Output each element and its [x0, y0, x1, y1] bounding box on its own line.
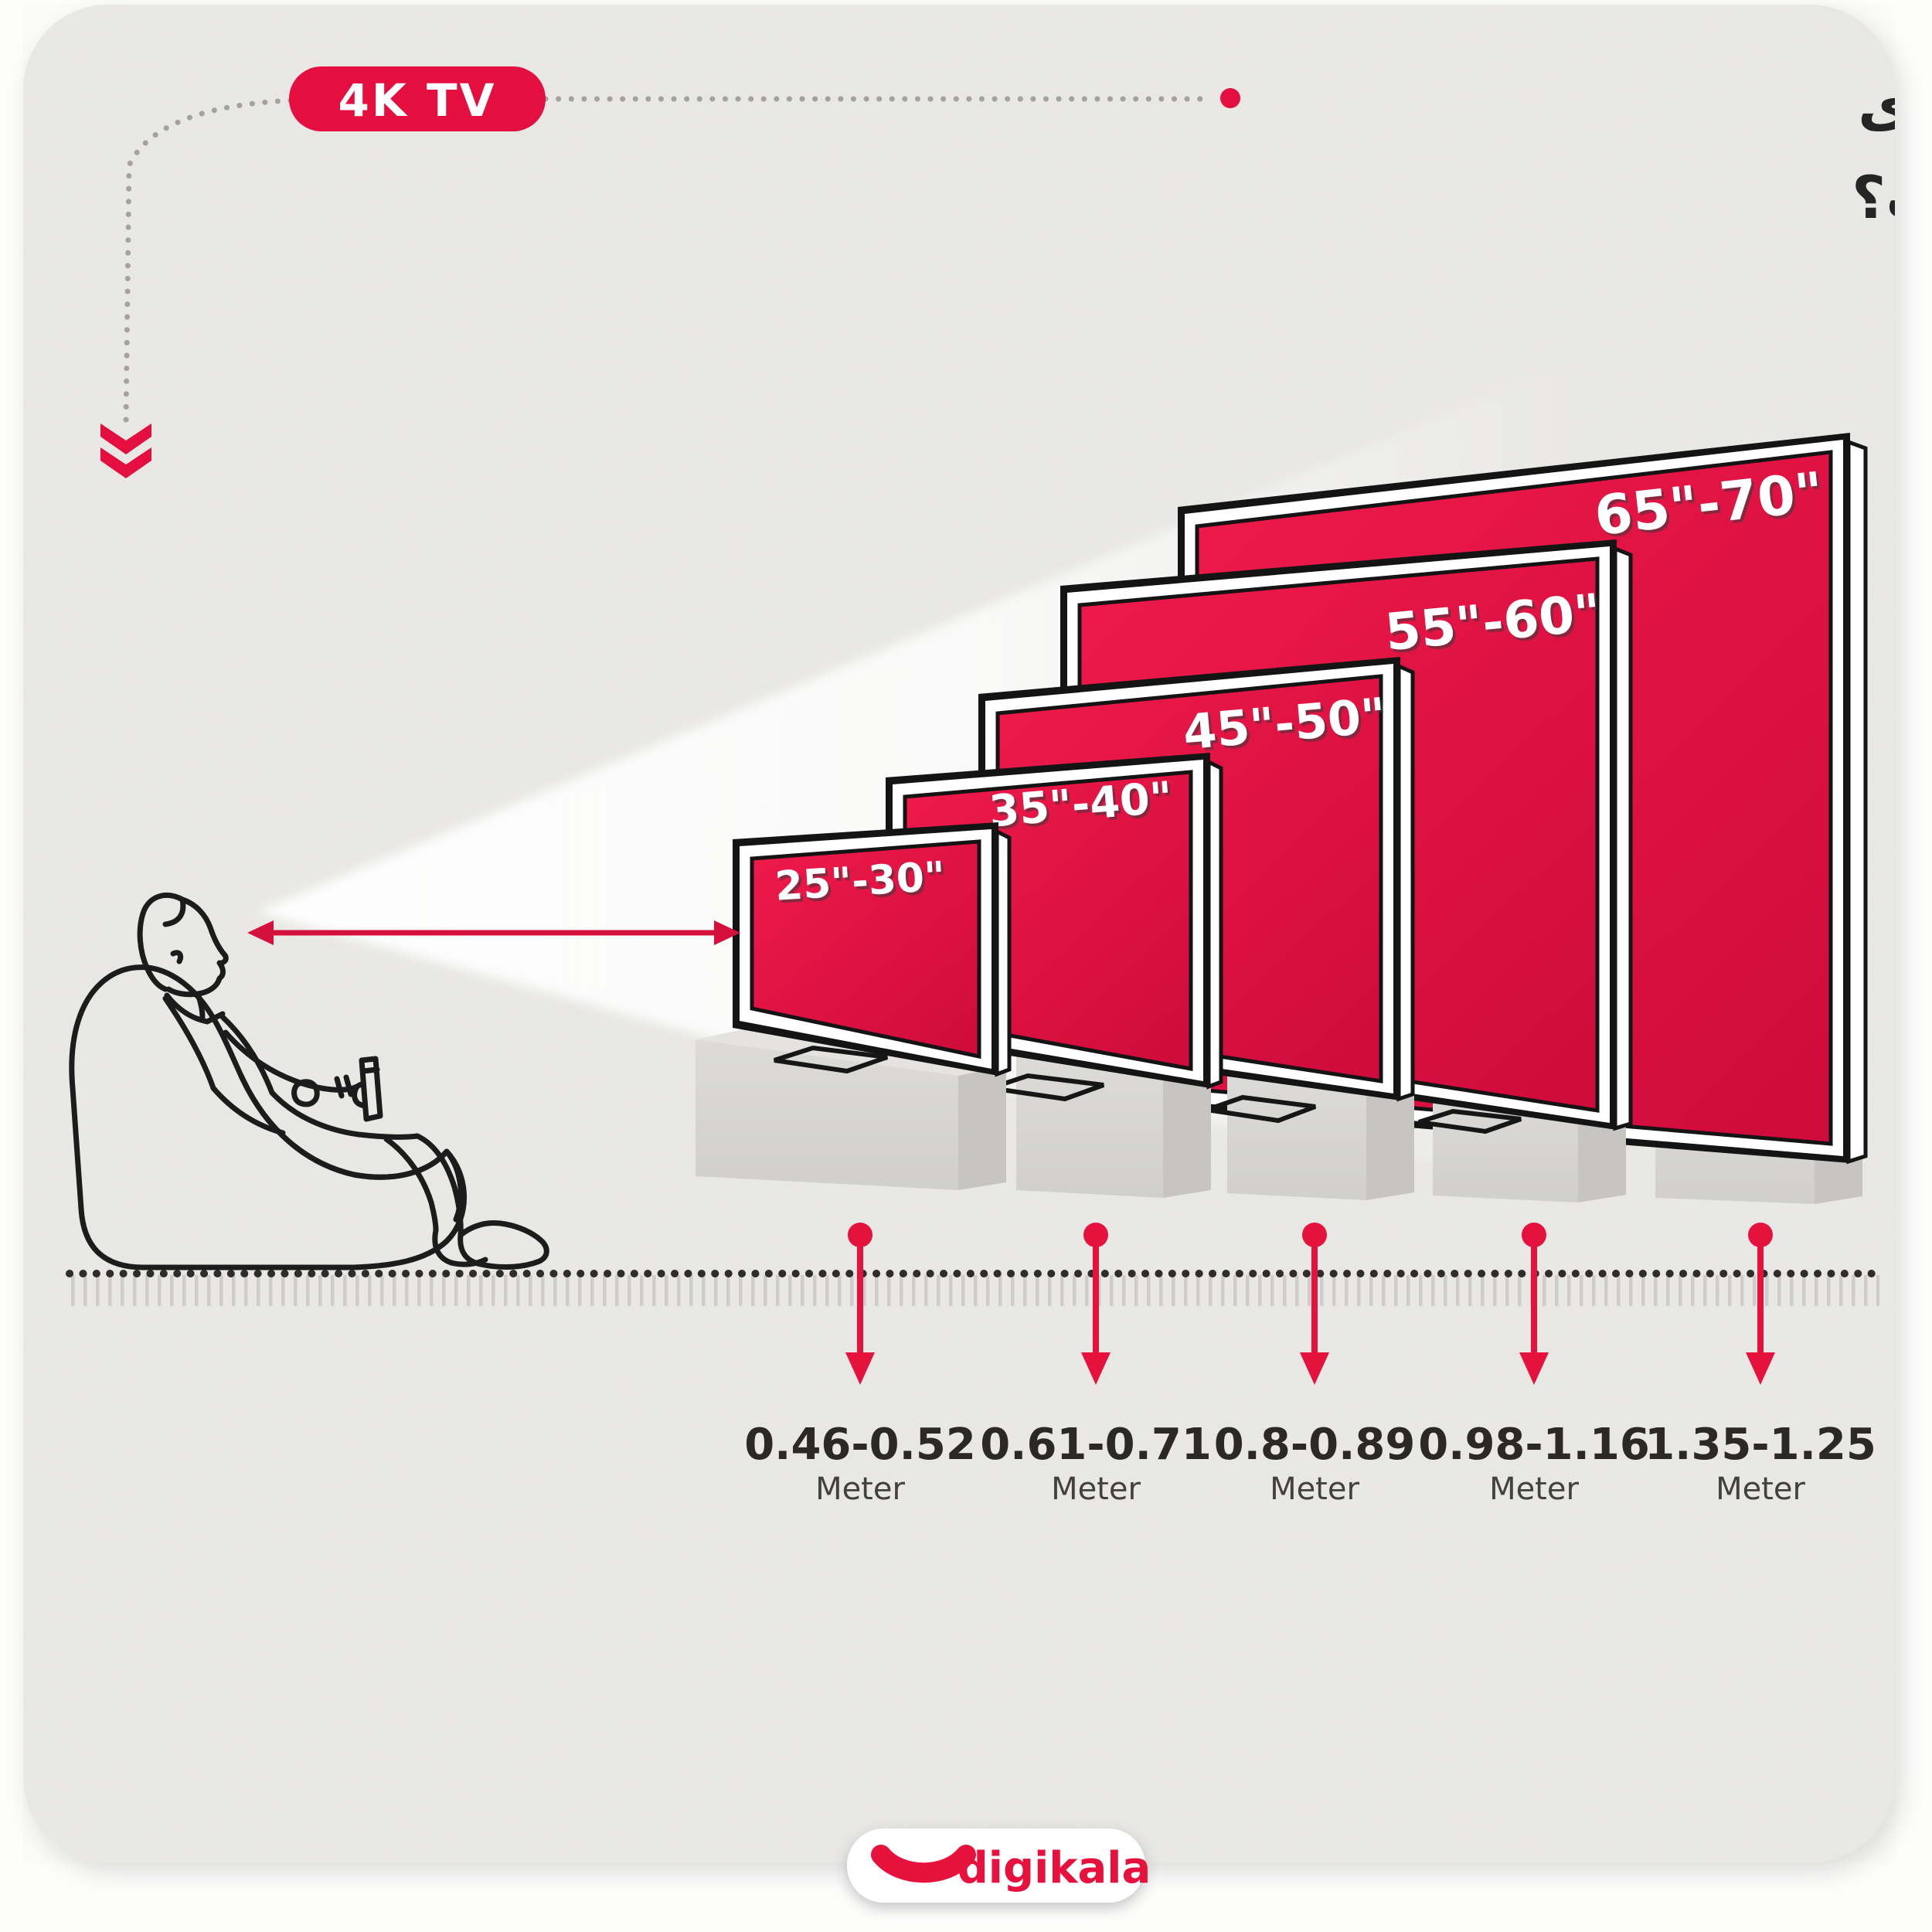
- measurement-pins: [845, 1223, 1775, 1385]
- man-neck-collar: [164, 991, 226, 1025]
- digikala-smile-icon: [871, 1845, 976, 1883]
- badge-4k-tv: 4K TV: [289, 66, 546, 131]
- distance-value: 0.98-1.16: [1418, 1420, 1650, 1470]
- badge-label: 4K TV: [338, 74, 497, 127]
- tv-pedestal-25-30: [696, 1029, 1006, 1190]
- dotted-connector: [123, 96, 1206, 424]
- tv-side-edge: [1206, 758, 1223, 1090]
- digikala-logo: digikala: [847, 1828, 1151, 1903]
- distance-unit: Meter: [1270, 1471, 1359, 1507]
- double-chevron-down-icon: [100, 423, 151, 478]
- pin: [1300, 1223, 1329, 1385]
- viewing-distance-arrow: [247, 920, 740, 945]
- tv-stand-foot: [774, 1045, 888, 1074]
- distance-value: 0.46-0.52: [744, 1420, 976, 1470]
- dotted-line-curve: [123, 97, 294, 424]
- tv-side-edge: [995, 828, 1012, 1077]
- man-legs: [210, 1085, 464, 1238]
- distance-unit: Meter: [1489, 1471, 1579, 1507]
- tv-stand-foot: [1418, 1108, 1522, 1134]
- man-hand-on-lap: [291, 1079, 320, 1107]
- distance-unit: Meter: [815, 1471, 905, 1507]
- person-watching-tv-illustration: [69, 892, 549, 1270]
- distance-value: 1.35-1.25: [1645, 1420, 1876, 1470]
- remote-button-line: [360, 1066, 380, 1074]
- pin: [1519, 1223, 1549, 1385]
- title-line-2: تلویزیـون چنـد متراست؟: [1852, 163, 1932, 233]
- man-torso: [162, 995, 275, 1096]
- distance-value: 0.8-0.89: [1214, 1420, 1416, 1470]
- pin: [845, 1223, 875, 1385]
- pin: [1081, 1223, 1111, 1385]
- tv-size-label-shadow: 25"-30": [776, 856, 949, 913]
- title-line-1: بهتریـن فاصلـه تماشـای: [1858, 70, 1932, 140]
- tv-side-edge: [1613, 546, 1633, 1131]
- tv-stand-foot: [1206, 1094, 1317, 1124]
- man-head: [137, 892, 185, 992]
- armchair-armrest-front: [238, 1073, 464, 1223]
- tv-side-edge: [1396, 663, 1415, 1102]
- tv-size-label: 25"-30": [774, 853, 947, 910]
- tv-stand-foot: [990, 1073, 1105, 1102]
- distance-labels: 0.46-0.52 Meter 0.61-0.71 Meter 0.8-0.89…: [744, 1420, 1876, 1507]
- distance-unit: Meter: [1051, 1471, 1141, 1507]
- distance-unit: Meter: [1716, 1471, 1805, 1507]
- page-title: بهتریـن فاصلـه تماشـای تلویزیـون چنـد مت…: [1220, 70, 1932, 233]
- floor: [66, 1270, 1883, 1306]
- man-shoe-back: [432, 1227, 488, 1267]
- digikala-logo-text: digikala: [957, 1843, 1151, 1893]
- distance-value: 0.61-0.71: [980, 1420, 1212, 1470]
- man-hair-line: [162, 896, 186, 927]
- man-ear: [170, 950, 184, 964]
- pin: [1746, 1223, 1775, 1385]
- remote-control: [359, 1056, 383, 1122]
- tv-25-30: 25"-30" 25"-30": [733, 822, 1012, 1077]
- tv-side-edge: [1846, 439, 1868, 1165]
- title-bullet-dot: [1220, 88, 1240, 108]
